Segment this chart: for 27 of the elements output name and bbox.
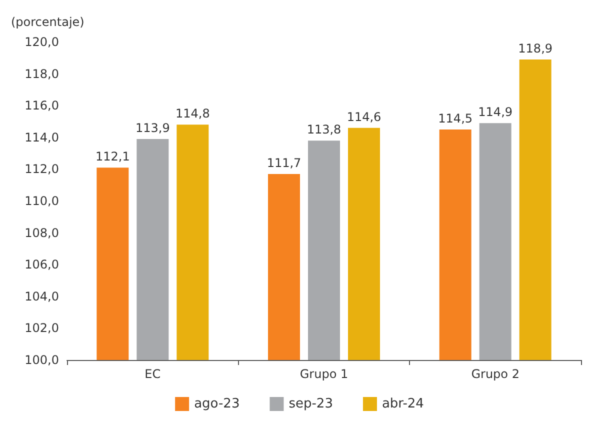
x-tick-label: Grupo 2 xyxy=(471,367,520,381)
data-label: 118,9 xyxy=(518,41,553,56)
data-label: 114,8 xyxy=(175,106,210,121)
data-label: 112,1 xyxy=(95,150,130,164)
y-tick-label: 102,0 xyxy=(24,321,59,336)
legend-label: ago-23 xyxy=(194,396,240,412)
y-tick-label: 114,0 xyxy=(24,130,59,144)
y-tick-label: 106,0 xyxy=(24,258,59,272)
y-tick-label: 112,0 xyxy=(24,162,59,176)
data-label: 114,5 xyxy=(438,111,473,126)
data-label: 114,6 xyxy=(346,110,382,124)
y-tick-label: 116,0 xyxy=(24,98,59,113)
y-tick-label: 108,0 xyxy=(24,226,59,240)
y-tick-label: 104,0 xyxy=(24,289,59,304)
y-tick-label: 120,0 xyxy=(24,35,59,49)
data-label: 114,9 xyxy=(478,105,513,120)
y-tick-label: 118,0 xyxy=(24,66,59,81)
data-label: 111,7 xyxy=(266,156,302,170)
y-tick-label: 100,0 xyxy=(24,353,59,367)
x-tick-label: Grupo 1 xyxy=(300,367,348,381)
y-axis-title: (porcentaje) xyxy=(11,15,84,29)
y-tick-label: 110,0 xyxy=(24,194,59,208)
x-tick-label: EC xyxy=(144,367,161,381)
legend-label: sep-23 xyxy=(288,396,333,412)
data-label: 113,9 xyxy=(135,120,170,135)
data-label: 113,8 xyxy=(306,122,342,137)
legend-label: abr-24 xyxy=(382,396,424,412)
